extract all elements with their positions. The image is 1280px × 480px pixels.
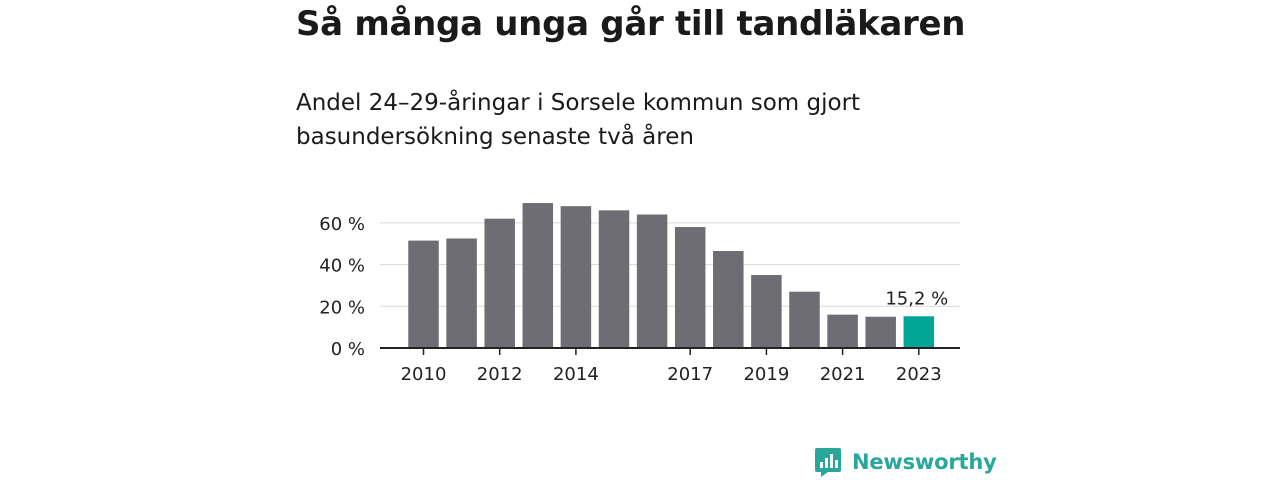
x-tick-label: 2021 [820,364,866,385]
bar-2012 [484,218,515,348]
bar-2018 [713,251,744,348]
x-tick-label: 2017 [667,364,713,385]
bar-2021 [827,314,858,348]
chart-title: Så många unga går till tandläkaren [296,4,966,44]
y-tick-label: 40 % [319,256,365,277]
bar-2020 [789,291,820,348]
newsworthy-logo-icon [815,448,841,477]
y-tick-label: 60 % [319,214,365,235]
brand-name: Newsworthy [852,450,997,474]
chart-subtitle: Andel 24–29-åringar i Sorsele kommun som… [296,90,861,150]
x-tick-label: 2019 [743,364,789,385]
bar-2015 [598,210,630,348]
bar-2016 [636,214,668,348]
x-tick-label: 2012 [477,364,523,385]
bar-2014 [560,206,592,348]
bar-2011 [446,238,477,348]
bar-chart: 0 % 20 % 40 % 60 % 2010 2012 2014 2017 2019 2021 2… [319,203,960,385]
y-tick-label: 0 % [331,339,365,360]
x-tick-label: 2010 [401,364,447,385]
bar-2010 [408,240,439,348]
bar-2017 [674,227,706,348]
bar-2022 [865,316,896,348]
bar-2023 [903,316,935,348]
bar-2013 [522,203,554,348]
x-tick-label: 2014 [553,364,599,385]
x-tick-label: 2023 [896,364,942,385]
brand: Newsworthy [814,446,997,478]
value-annotation: 15,2 % [885,288,948,309]
bar-2019 [751,275,782,348]
y-tick-label: 20 % [319,297,365,318]
